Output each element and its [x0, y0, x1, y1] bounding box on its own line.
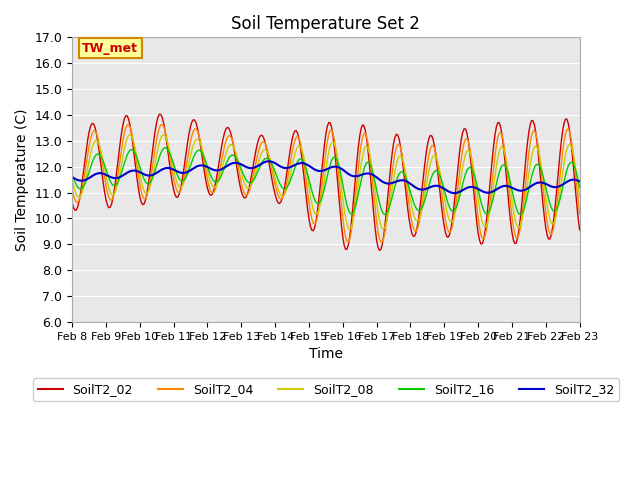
SoilT2_02	[516, 215, 524, 221]
SoilT2_16	[576, 184, 584, 190]
Line: SoilT2_32: SoilT2_32	[72, 161, 580, 193]
SoilT2_08	[576, 195, 584, 201]
SoilT2_08	[164, 141, 172, 147]
SoilT2_04	[388, 170, 396, 176]
Legend: SoilT2_02, SoilT2_04, SoilT2_08, SoilT2_16, SoilT2_32: SoilT2_02, SoilT2_04, SoilT2_08, SoilT2_…	[33, 378, 620, 401]
SoilT2_04	[358, 134, 366, 140]
SoilT2_16	[516, 212, 524, 217]
Line: SoilT2_08: SoilT2_08	[72, 134, 580, 229]
SoilT2_04	[159, 122, 166, 128]
SoilT2_16	[83, 178, 90, 183]
SoilT2_16	[164, 147, 172, 153]
SoilT2_02	[576, 227, 584, 233]
SoilT2_32	[576, 179, 584, 184]
SoilT2_16	[388, 194, 396, 200]
SoilT2_02	[83, 147, 90, 153]
SoilT2_32	[163, 165, 170, 171]
SoilT2_16	[68, 171, 76, 177]
SoilT2_32	[387, 180, 395, 186]
SoilT2_32	[358, 171, 366, 177]
SoilT2_02	[68, 200, 76, 205]
SoilT2_02	[358, 122, 366, 128]
SoilT2_04	[516, 225, 524, 230]
X-axis label: Time: Time	[309, 347, 343, 361]
SoilT2_02	[156, 111, 163, 117]
SoilT2_32	[68, 175, 76, 180]
Text: TW_met: TW_met	[83, 42, 138, 55]
SoilT2_04	[576, 211, 584, 217]
SoilT2_04	[68, 186, 76, 192]
Line: SoilT2_04: SoilT2_04	[72, 125, 580, 242]
SoilT2_32	[516, 188, 524, 193]
SoilT2_04	[164, 143, 172, 148]
SoilT2_08	[346, 227, 354, 232]
Line: SoilT2_16: SoilT2_16	[72, 148, 580, 215]
SoilT2_04	[83, 161, 90, 167]
Line: SoilT2_02: SoilT2_02	[72, 114, 580, 251]
SoilT2_04	[376, 236, 383, 241]
SoilT2_16	[358, 171, 366, 177]
SoilT2_02	[388, 151, 396, 156]
SoilT2_02	[164, 149, 172, 155]
SoilT2_32	[451, 190, 458, 196]
SoilT2_02	[376, 248, 383, 253]
SoilT2_08	[83, 172, 90, 178]
SoilT2_08	[388, 185, 396, 191]
SoilT2_08	[377, 223, 385, 228]
SoilT2_08	[360, 147, 368, 153]
SoilT2_16	[381, 212, 389, 217]
SoilT2_16	[161, 145, 169, 151]
SoilT2_32	[264, 158, 272, 164]
SoilT2_08	[68, 177, 76, 183]
SoilT2_04	[377, 239, 385, 245]
Title: Soil Temperature Set 2: Soil Temperature Set 2	[232, 15, 420, 33]
SoilT2_32	[83, 177, 90, 182]
Y-axis label: Soil Temperature (C): Soil Temperature (C)	[15, 108, 29, 251]
SoilT2_02	[377, 247, 385, 252]
SoilT2_16	[376, 200, 383, 206]
SoilT2_08	[126, 132, 134, 137]
SoilT2_32	[376, 177, 383, 182]
SoilT2_08	[516, 223, 524, 228]
